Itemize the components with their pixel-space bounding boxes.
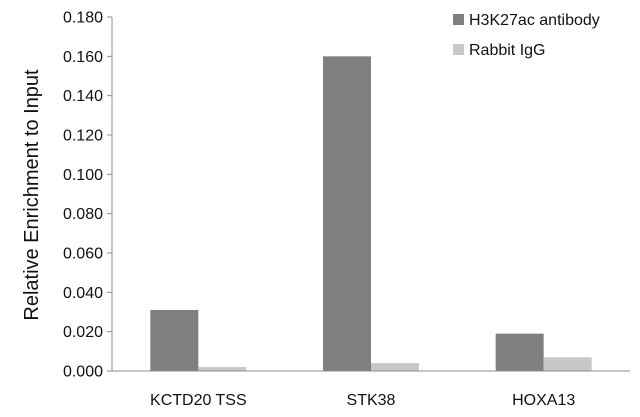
bar-igg-0 bbox=[198, 367, 247, 371]
y-tick-label: 0.080 bbox=[63, 206, 103, 223]
y-tick-label: 0.020 bbox=[63, 324, 103, 341]
y-tick-label: 0.040 bbox=[63, 285, 103, 302]
y-axis-ticks: 0.000 0.020 0.040 0.060 0.080 0.100 0.120 0.140… bbox=[63, 10, 112, 381]
bar-h3k27ac-1 bbox=[323, 56, 371, 371]
legend-label: H3K27ac antibody bbox=[469, 12, 600, 29]
category-label: KCTD20 TSS bbox=[150, 392, 247, 409]
bar-igg-1 bbox=[371, 363, 419, 371]
y-tick-label: 0.100 bbox=[63, 167, 103, 184]
y-tick-label: 0.120 bbox=[63, 128, 103, 145]
y-tick-label: 0.140 bbox=[63, 88, 103, 105]
y-axis-title: Relative Enrichment to Input bbox=[21, 69, 43, 321]
legend: H3K27ac antibody Rabbit IgG bbox=[453, 12, 600, 59]
bar-h3k27ac-2 bbox=[495, 333, 544, 371]
bar-igg-2 bbox=[543, 357, 592, 371]
legend-swatch bbox=[453, 14, 464, 25]
y-tick-label: 0.000 bbox=[63, 364, 103, 381]
bar-h3k27ac-0 bbox=[150, 310, 199, 371]
legend-label: Rabbit IgG bbox=[469, 42, 545, 59]
category-labels: KCTD20 TSS STK38 HOXA13 bbox=[150, 392, 575, 409]
category-label: STK38 bbox=[347, 392, 396, 409]
legend-swatch bbox=[453, 44, 464, 55]
category-label: HOXA13 bbox=[512, 392, 575, 409]
y-tick-label: 0.060 bbox=[63, 246, 103, 263]
bars bbox=[150, 56, 592, 371]
y-tick-label: 0.160 bbox=[63, 49, 103, 66]
y-tick-label: 0.180 bbox=[63, 10, 103, 27]
